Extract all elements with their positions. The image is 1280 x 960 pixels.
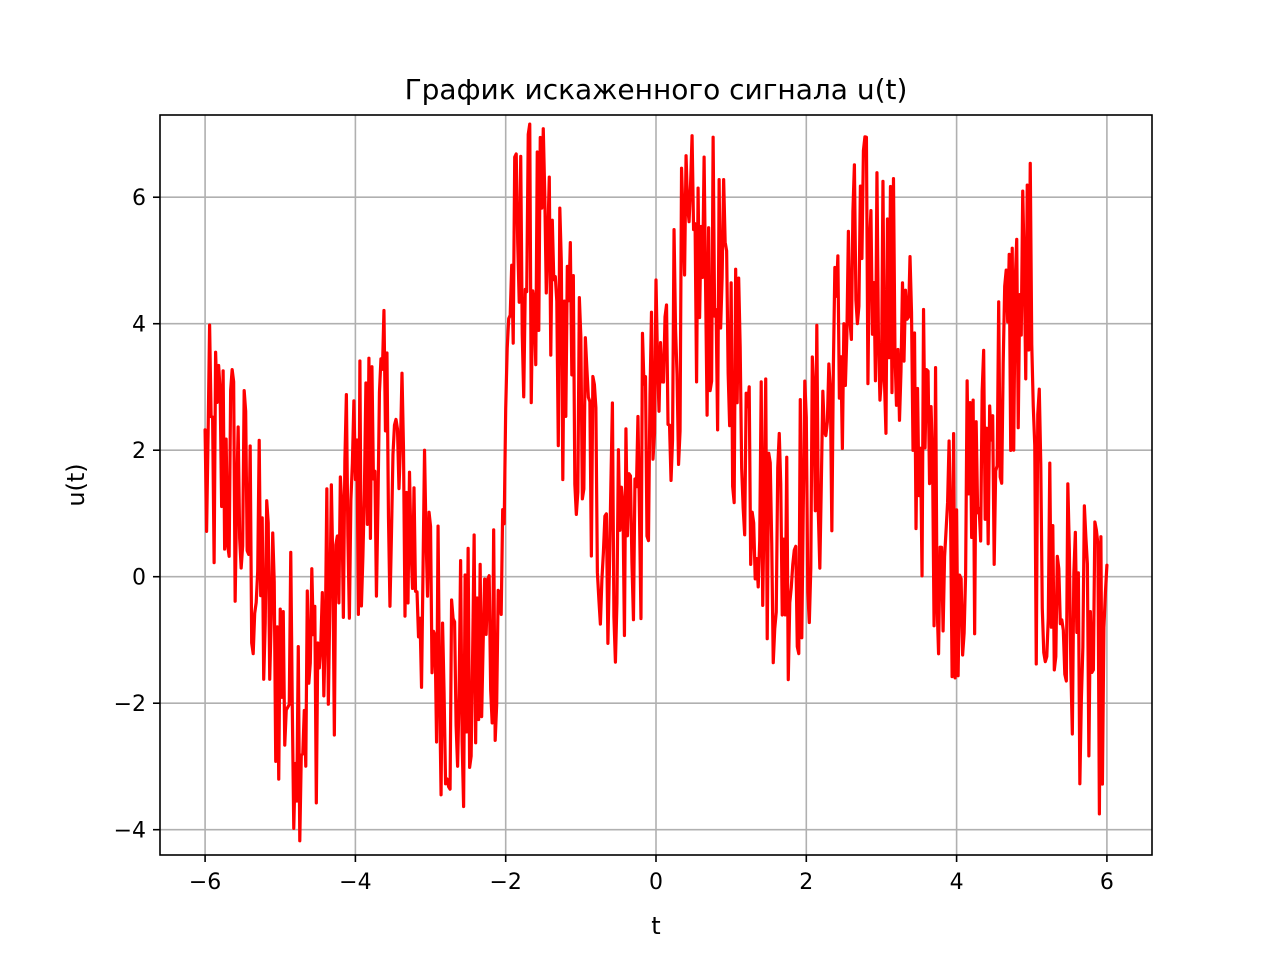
y-tick-label: 0 xyxy=(132,566,146,591)
x-tick-label: 6 xyxy=(1100,870,1114,895)
signal-line xyxy=(203,122,1109,843)
y-tick-label: 2 xyxy=(132,439,146,464)
y-tick-label: −2 xyxy=(114,692,146,717)
y-tick-label: 4 xyxy=(132,313,146,338)
series-layer xyxy=(203,122,1109,843)
x-tick-label: 4 xyxy=(950,870,964,895)
x-tick-label: 2 xyxy=(799,870,813,895)
x-tick-label: −2 xyxy=(489,870,521,895)
y-tick-label: −4 xyxy=(114,819,146,844)
chart-title: График искаженного сигнала u(t) xyxy=(405,73,908,106)
ticks: −6 −4 −2 0 2 4 6 −4 −2 0 2 4 6 xyxy=(114,186,1114,895)
x-axis-label: t xyxy=(651,912,660,940)
x-tick-label: 0 xyxy=(649,870,663,895)
x-tick-label: −4 xyxy=(339,870,371,895)
y-tick-label: 6 xyxy=(132,186,146,211)
x-tick-label: −6 xyxy=(189,870,221,895)
y-axis-label: u(t) xyxy=(62,463,90,506)
